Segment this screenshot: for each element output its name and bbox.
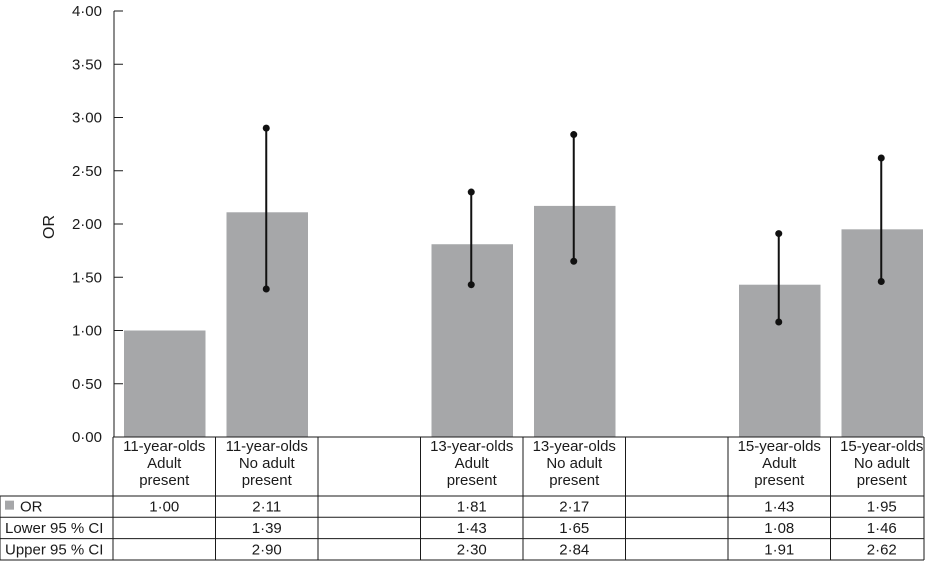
table-cell: 1·91 — [764, 541, 794, 558]
error-bar-upper-point — [262, 124, 270, 132]
bar — [124, 330, 206, 437]
category-label: present — [242, 472, 293, 489]
table-cell: 2·11 — [252, 499, 281, 516]
category-label: 13-year-olds — [533, 438, 616, 455]
category-label: Adult — [147, 455, 182, 472]
table-cell: 1·46 — [867, 520, 897, 537]
y-tick-label: 1·50 — [72, 269, 102, 286]
table-cell: 2·62 — [867, 541, 897, 558]
table-row-label: Upper 95 % CI — [5, 541, 103, 558]
y-tick-label: 4·00 — [72, 3, 102, 20]
y-tick-label: 2·50 — [72, 163, 102, 180]
y-tick-label: 2·00 — [72, 216, 102, 233]
table-cell: 2·84 — [559, 541, 589, 558]
category-label: Adult — [455, 455, 490, 472]
table-cell: 1·81 — [457, 499, 487, 516]
table-cell: 1·95 — [867, 499, 897, 516]
y-tick-label: 0·00 — [72, 429, 102, 446]
table-cell: 2·90 — [252, 541, 282, 558]
category-label: Adult — [762, 455, 797, 472]
category-label: present — [857, 472, 908, 489]
error-bar-upper-point — [570, 131, 578, 139]
table-row-label: Lower 95 % CI — [5, 520, 103, 537]
category-label: 15-year-olds — [738, 438, 821, 455]
error-bar-lower-point — [570, 257, 578, 265]
legend-swatch — [5, 500, 14, 510]
table-cell: 1·39 — [252, 520, 282, 537]
error-bar-lower-point — [775, 318, 783, 326]
table-cell: 1·08 — [764, 520, 794, 537]
category-label: present — [447, 472, 498, 489]
error-bar-upper-point — [877, 154, 885, 162]
category-label: No adult — [854, 455, 911, 472]
error-bar-upper-point — [467, 188, 475, 196]
error-bar-lower-point — [262, 285, 270, 293]
table-cell: 1·43 — [764, 499, 794, 516]
error-bar-upper-point — [775, 230, 783, 238]
y-tick-label: 3·50 — [72, 56, 102, 73]
category-label: 11-year-olds — [226, 438, 308, 455]
y-axis: 0·00 0·50 1·00 1·50 2·00 2·50 3·00 3·50 4·00 OR — [41, 3, 123, 446]
category-label: present — [549, 472, 600, 489]
category-label: 15-year-olds — [840, 438, 923, 455]
y-tick-label: 3·00 — [72, 110, 102, 127]
category-label: present — [139, 472, 190, 489]
category-label: present — [754, 472, 805, 489]
error-bar-lower-point — [467, 281, 475, 289]
category-label: 11-year-olds — [123, 438, 205, 455]
table-cell: 1·00 — [149, 499, 179, 516]
y-tick-label: 1·00 — [72, 323, 102, 340]
y-axis-title: OR — [41, 215, 58, 239]
table-cell: 2·17 — [559, 499, 589, 516]
error-bars — [262, 124, 885, 326]
error-bar-lower-point — [877, 278, 885, 286]
table-row-label: OR — [20, 499, 43, 516]
bars — [124, 205, 923, 437]
y-tick-label: 0·50 — [72, 376, 102, 393]
category-label: No adult — [239, 455, 296, 472]
table-cell: 1·43 — [457, 520, 487, 537]
table-cell: 1·65 — [559, 520, 589, 537]
category-label: 13-year-olds — [430, 438, 513, 455]
category-label: No adult — [546, 455, 603, 472]
table-cell: 2·30 — [457, 541, 487, 558]
